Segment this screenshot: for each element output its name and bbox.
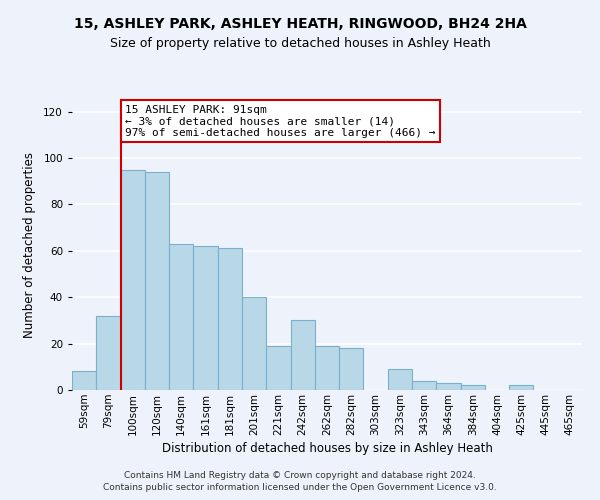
Text: Contains public sector information licensed under the Open Government Licence v3: Contains public sector information licen…: [103, 484, 497, 492]
Bar: [339, 348, 364, 390]
Bar: [412, 380, 436, 390]
Bar: [315, 346, 339, 390]
Bar: [145, 172, 169, 390]
Text: 15 ASHLEY PARK: 91sqm
← 3% of detached houses are smaller (14)
97% of semi-detac: 15 ASHLEY PARK: 91sqm ← 3% of detached h…: [125, 104, 436, 138]
Bar: [72, 372, 96, 390]
Bar: [169, 244, 193, 390]
Bar: [218, 248, 242, 390]
Bar: [461, 386, 485, 390]
Bar: [436, 383, 461, 390]
Y-axis label: Number of detached properties: Number of detached properties: [23, 152, 36, 338]
Text: Contains HM Land Registry data © Crown copyright and database right 2024.: Contains HM Land Registry data © Crown c…: [124, 471, 476, 480]
Bar: [290, 320, 315, 390]
Bar: [193, 246, 218, 390]
Text: Size of property relative to detached houses in Ashley Heath: Size of property relative to detached ho…: [110, 38, 490, 51]
Bar: [388, 369, 412, 390]
Bar: [121, 170, 145, 390]
Bar: [96, 316, 121, 390]
Bar: [509, 386, 533, 390]
Text: 15, ASHLEY PARK, ASHLEY HEATH, RINGWOOD, BH24 2HA: 15, ASHLEY PARK, ASHLEY HEATH, RINGWOOD,…: [74, 18, 526, 32]
Bar: [266, 346, 290, 390]
Bar: [242, 297, 266, 390]
X-axis label: Distribution of detached houses by size in Ashley Heath: Distribution of detached houses by size …: [161, 442, 493, 455]
